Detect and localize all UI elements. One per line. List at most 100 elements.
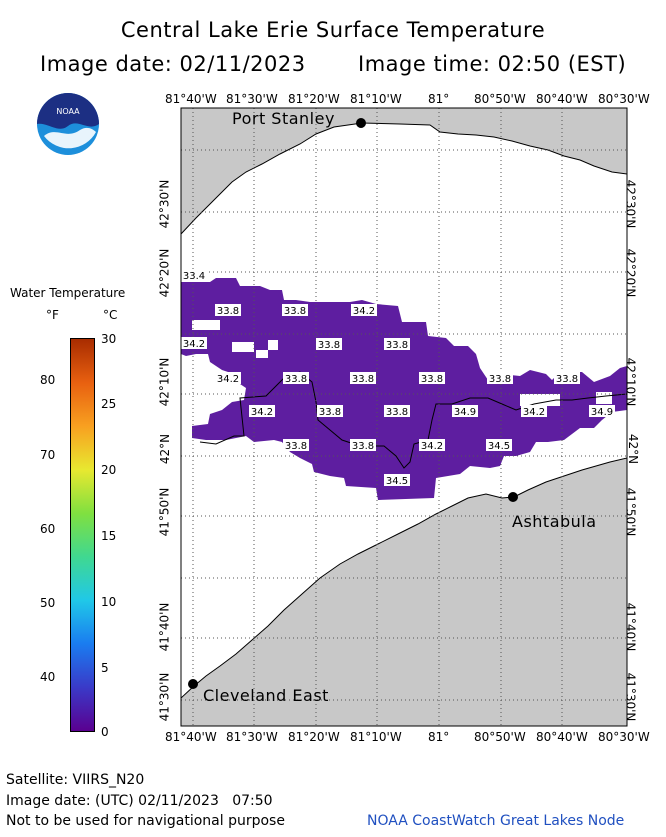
legend-f-tick: 40 bbox=[40, 670, 56, 684]
temperature-label-box bbox=[419, 372, 445, 384]
map-frame bbox=[180, 107, 628, 727]
legend-c-tick: 25 bbox=[101, 397, 117, 411]
satellite-info: Satellite: VIIRS_N20 bbox=[6, 772, 145, 788]
temperature-label-box bbox=[317, 405, 343, 417]
canada-shore bbox=[181, 108, 627, 235]
bottom-axis-label: 81°10'W bbox=[350, 730, 402, 744]
temperature-label-box bbox=[316, 338, 342, 350]
top-axis-label: 81°20'W bbox=[288, 92, 340, 106]
ashtabula-label: Ashtabula bbox=[512, 512, 597, 531]
bottom-axis-label: 81° bbox=[428, 730, 450, 744]
right-axis-label: 41°30'N bbox=[623, 672, 638, 722]
temperature-label: 34.2 bbox=[251, 407, 273, 418]
temperature-label: 33.8 bbox=[285, 374, 307, 385]
temperature-label: 34.2 bbox=[353, 306, 375, 317]
right-axis-label: 42°30'N bbox=[623, 179, 638, 229]
legend-colorbar bbox=[70, 338, 95, 732]
temperature-label: 33.8 bbox=[386, 407, 408, 418]
right-axis-label: 42°N bbox=[626, 433, 641, 465]
temperature-label-box bbox=[521, 405, 547, 417]
left-axis-label: 41°30'N bbox=[157, 672, 172, 722]
temperature-label-box bbox=[384, 474, 410, 486]
legend-f-tick: 80 bbox=[40, 373, 56, 387]
right-axis-label: 41°40'N bbox=[623, 602, 638, 652]
temperature-label: 34.5 bbox=[386, 476, 408, 487]
temperature-label: 33.8 bbox=[421, 374, 443, 385]
right-axis-label: 42°20'N bbox=[623, 248, 638, 298]
bottom-axis-label: 80°30'W bbox=[598, 730, 650, 744]
temperature-label-box bbox=[181, 269, 207, 281]
left-axis-label: 42°30'N bbox=[157, 179, 172, 229]
legend-title: Water Temperature bbox=[10, 286, 126, 300]
ashtabula-marker bbox=[508, 492, 518, 502]
temperature-label-box bbox=[589, 405, 615, 417]
noaa-logo: NOAA bbox=[36, 92, 100, 156]
temperature-label-box bbox=[215, 304, 241, 316]
temperature-label: 34.9 bbox=[591, 407, 613, 418]
temperature-label: 34.5 bbox=[488, 441, 510, 452]
legend-unit-c: °C bbox=[103, 308, 118, 322]
left-axis-label: 41°50'N bbox=[157, 487, 172, 537]
left-axis-label: 42°N bbox=[158, 433, 173, 465]
left-axis-label: 41°40'N bbox=[157, 602, 172, 652]
logo-text: NOAA bbox=[56, 107, 80, 116]
temperature-label: 33.8 bbox=[284, 306, 306, 317]
temperature-labels: 33.4 33.8 33.8 34.2 34.2 33.8 33.8 34.2 33.8 33.8… bbox=[181, 269, 615, 487]
temperature-label: 33.8 bbox=[352, 374, 374, 385]
us-shore bbox=[181, 457, 627, 726]
temperature-label-box bbox=[384, 405, 410, 417]
right-axis-label: 41°50'N bbox=[623, 487, 638, 537]
bottom-axis-label: 80°50'W bbox=[474, 730, 526, 744]
top-axis-label: 81°10'W bbox=[350, 92, 402, 106]
cleveland-east-marker bbox=[188, 679, 198, 689]
temperature-label: 33.4 bbox=[183, 271, 205, 282]
temperature-label: 34.2 bbox=[217, 374, 239, 385]
legend-f-tick: 60 bbox=[40, 522, 56, 536]
legend-c-tick: 10 bbox=[101, 595, 117, 609]
temperature-label: 33.8 bbox=[386, 340, 408, 351]
top-axis-label: 80°30'W bbox=[598, 92, 650, 106]
temperature-label-box bbox=[486, 439, 512, 451]
top-axis-label: 81°40'W bbox=[165, 92, 217, 106]
page-title: Central Lake Erie Surface Temperature bbox=[120, 18, 546, 42]
legend-f-tick: 70 bbox=[40, 448, 56, 462]
image-time: Image time: 02:50 (EST) bbox=[358, 52, 627, 76]
port-stanley-marker bbox=[356, 118, 366, 128]
legend-f-tick: 50 bbox=[40, 596, 56, 610]
top-axis-label: 80°50'W bbox=[474, 92, 526, 106]
temperature-label-box bbox=[181, 337, 207, 349]
temperature-label-box bbox=[283, 372, 309, 384]
bottom-axis-label: 80°40'W bbox=[536, 730, 588, 744]
left-axis-label: 42°10'N bbox=[157, 357, 172, 407]
temperature-label: 33.8 bbox=[319, 407, 341, 418]
temperature-label-box bbox=[282, 304, 308, 316]
temperature-label-box bbox=[419, 439, 445, 451]
temperature-label-box bbox=[215, 372, 241, 384]
top-axis-label: 80°40'W bbox=[536, 92, 588, 106]
temperature-label: 33.8 bbox=[285, 441, 307, 452]
temperature-label: 33.8 bbox=[556, 374, 578, 385]
temperature-label: 33.8 bbox=[352, 441, 374, 452]
legend-unit-f: °F bbox=[46, 308, 59, 322]
temperature-label: 33.8 bbox=[318, 340, 340, 351]
legend-c-tick: 15 bbox=[101, 529, 117, 543]
temperature-label-box bbox=[384, 338, 410, 350]
temperature-label: 33.8 bbox=[217, 306, 239, 317]
credit-link[interactable]: NOAA CoastWatch Great Lakes Node bbox=[367, 813, 625, 829]
port-stanley-label: Port Stanley bbox=[232, 109, 335, 128]
image-date: Image date: 02/11/2023 bbox=[40, 52, 306, 76]
bottom-axis-label: 81°40'W bbox=[165, 730, 217, 744]
temperature-label: 34.2 bbox=[183, 339, 205, 350]
legend-c-tick: 20 bbox=[101, 463, 117, 477]
temperature-label: 34.9 bbox=[454, 407, 476, 418]
temperature-label: 33.8 bbox=[489, 374, 511, 385]
temperature-label-box bbox=[452, 405, 478, 417]
temperature-label-box bbox=[351, 304, 377, 316]
legend-c-tick: 30 bbox=[101, 332, 117, 346]
temperature-label-box bbox=[283, 439, 309, 451]
top-axis-label: 81°30'W bbox=[226, 92, 278, 106]
temperature-label-box bbox=[350, 439, 376, 451]
bottom-axis-label: 81°30'W bbox=[226, 730, 278, 744]
cloud-gaps bbox=[192, 320, 612, 406]
